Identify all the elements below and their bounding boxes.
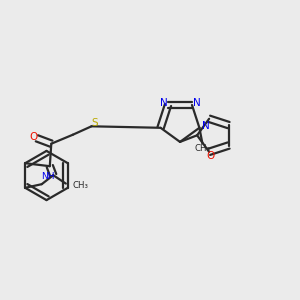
Text: O: O xyxy=(206,151,215,161)
Text: N: N xyxy=(193,98,200,108)
Text: CH₃: CH₃ xyxy=(72,181,88,190)
Text: S: S xyxy=(91,118,98,128)
Text: CH₃: CH₃ xyxy=(194,144,210,153)
Text: N: N xyxy=(160,98,167,108)
Text: NH: NH xyxy=(41,172,55,181)
Text: O: O xyxy=(29,132,38,142)
Text: N: N xyxy=(202,121,210,131)
